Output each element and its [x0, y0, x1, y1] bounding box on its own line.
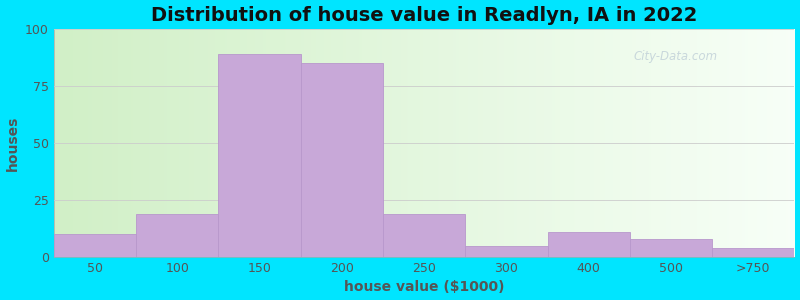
- Bar: [54, 234, 136, 257]
- Bar: [466, 246, 547, 257]
- Bar: [712, 248, 794, 257]
- Bar: [630, 239, 712, 257]
- Bar: [383, 214, 466, 257]
- Bar: [136, 214, 218, 257]
- Bar: [547, 232, 630, 257]
- Title: Distribution of house value in Readlyn, IA in 2022: Distribution of house value in Readlyn, …: [151, 6, 698, 25]
- Bar: [218, 54, 301, 257]
- Bar: [301, 63, 383, 257]
- X-axis label: house value ($1000): house value ($1000): [344, 280, 504, 294]
- Y-axis label: houses: houses: [6, 115, 19, 171]
- Text: City-Data.com: City-Data.com: [634, 50, 718, 63]
